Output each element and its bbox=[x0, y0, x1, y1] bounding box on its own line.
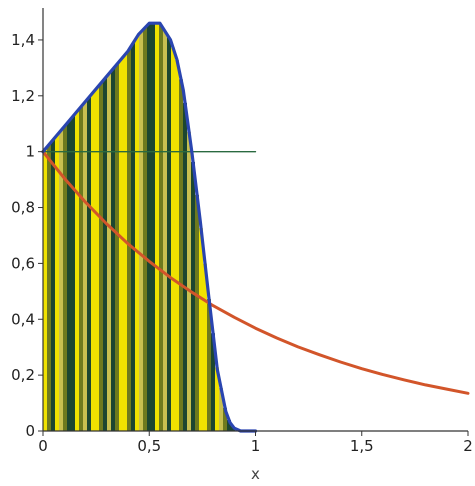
fill-stripe bbox=[103, 78, 107, 431]
fill-stripe bbox=[91, 92, 95, 431]
fill-stripe bbox=[171, 47, 175, 431]
y-tick-label: 0,6 bbox=[11, 254, 35, 272]
axis-ticks: 0 0,5 1 1,5 2 0 0,2 0,4 0,6 0,8 1 1,2 1,4 bbox=[11, 31, 473, 455]
fill-stripe bbox=[43, 149, 47, 432]
y-tick-label: 1 bbox=[25, 143, 35, 161]
fill-stripe bbox=[179, 79, 183, 432]
fill-stripe bbox=[211, 333, 215, 431]
x-tick-label: 1 bbox=[251, 437, 261, 455]
fill-stripe bbox=[155, 23, 159, 431]
fill-stripe bbox=[131, 43, 135, 432]
fill-stripe bbox=[83, 101, 87, 431]
fill-stripe bbox=[199, 228, 203, 431]
fill-stripe bbox=[47, 144, 51, 432]
fill-stripe bbox=[163, 31, 167, 431]
x-axis-label: x bbox=[251, 465, 260, 483]
fill-stripe bbox=[99, 83, 103, 431]
fill-stripe bbox=[223, 407, 227, 431]
fill-stripe bbox=[195, 194, 199, 431]
fill-stripe bbox=[183, 102, 187, 432]
x-tick-label: 0,5 bbox=[137, 437, 161, 455]
fill-stripe bbox=[191, 161, 195, 431]
fill-stripe bbox=[59, 130, 63, 431]
x-tick-label: 2 bbox=[463, 437, 473, 455]
fill-stripe bbox=[203, 263, 207, 431]
y-tick-label: 0,2 bbox=[11, 366, 35, 384]
series-line-1 bbox=[41, 21, 258, 433]
fill-stripe bbox=[227, 419, 231, 431]
series-lines bbox=[41, 21, 470, 433]
fill-stripe bbox=[79, 106, 83, 431]
fill-stripe bbox=[67, 120, 71, 431]
fill-stripe bbox=[135, 36, 139, 431]
y-tick-label: 0 bbox=[25, 422, 35, 440]
fill-stripe bbox=[187, 131, 191, 431]
fill-stripe bbox=[51, 139, 55, 432]
y-tick-label: 0,8 bbox=[11, 199, 35, 217]
fill-stripe bbox=[151, 23, 155, 431]
fill-stripe bbox=[71, 116, 75, 432]
fill-stripe bbox=[115, 64, 119, 432]
fill-stripe bbox=[63, 125, 67, 431]
fill-stripe bbox=[107, 73, 111, 432]
fill-stripe bbox=[219, 388, 223, 431]
fill-stripe bbox=[55, 135, 59, 432]
fill-stripe bbox=[87, 97, 91, 431]
fill-stripe bbox=[143, 27, 147, 431]
x-tick-label: 0 bbox=[38, 437, 48, 455]
x-tick-label: 1,5 bbox=[350, 437, 374, 455]
fill-stripe bbox=[175, 60, 179, 432]
fill-stripe bbox=[147, 23, 151, 431]
fill-stripe bbox=[119, 59, 123, 432]
fill-stripe bbox=[159, 24, 163, 431]
fill-stripe bbox=[95, 87, 99, 431]
fill-stripe bbox=[215, 367, 219, 431]
fill-stripe bbox=[207, 299, 211, 431]
y-tick-label: 0,4 bbox=[11, 310, 35, 328]
filled-area-stripes bbox=[43, 23, 235, 432]
fill-stripe bbox=[127, 49, 131, 431]
y-tick-label: 1,2 bbox=[11, 87, 35, 105]
fill-stripe bbox=[111, 68, 115, 432]
fill-stripe bbox=[75, 111, 79, 432]
series-line-0 bbox=[41, 150, 470, 395]
fill-stripe bbox=[139, 31, 143, 432]
fill-stripe bbox=[167, 37, 171, 432]
y-tick-label: 1,4 bbox=[11, 31, 35, 49]
